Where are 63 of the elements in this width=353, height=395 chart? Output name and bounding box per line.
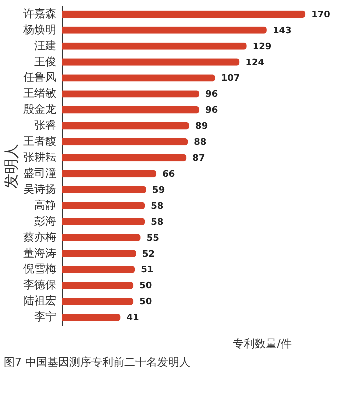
data-label: 51: [141, 266, 154, 276]
y-tick-label: 蔡亦梅: [24, 230, 56, 244]
y-tick-label: 殷金龙: [24, 103, 56, 116]
y-tick-label: 王者馥: [24, 135, 56, 148]
y-tick-label: 任鲁风: [22, 71, 56, 84]
data-label: 88: [194, 138, 207, 148]
y-tick-label: 董海涛: [24, 246, 56, 260]
y-tick-label: 盛司潼: [24, 166, 56, 180]
data-label: 107: [221, 74, 240, 84]
data-label: 50: [140, 282, 152, 292]
data-label: 58: [151, 218, 164, 228]
bar: [62, 202, 146, 210]
data-label: 129: [252, 42, 272, 52]
data-label: 59: [152, 186, 166, 196]
y-tick-label: 王俊: [34, 55, 56, 68]
bar: [62, 282, 134, 290]
y-axis-title: 发明人: [2, 144, 20, 189]
y-tick-label: 倪雪梅: [24, 262, 56, 276]
bar: [62, 122, 190, 130]
y-tick-label: 许嘉森: [24, 7, 56, 20]
bar: [62, 154, 187, 162]
data-label: 89: [196, 122, 208, 132]
y-tick-label: 吴诗扬: [24, 182, 56, 196]
data-label: 41: [126, 314, 140, 324]
bar: [62, 234, 141, 242]
bar: [62, 298, 134, 306]
bar: [62, 58, 240, 66]
bar: [62, 186, 147, 194]
data-label: 52: [142, 250, 156, 260]
data-label: 50: [140, 298, 152, 308]
bar: [62, 314, 121, 322]
y-tick-label: 王绪敏: [24, 87, 56, 100]
bar: [62, 106, 200, 114]
y-tick-label: 高静: [34, 198, 56, 212]
bar: [62, 266, 136, 274]
text: 图7 中国基因测序专利前二十名发明人: [4, 356, 190, 369]
y-tick-label: 杨焕明: [22, 23, 56, 36]
y-tick-label: 张耕耘: [24, 151, 56, 164]
bar: [62, 218, 146, 226]
bar: [62, 250, 137, 258]
x-axis-title: 专利数量/件: [233, 338, 292, 350]
data-label: 143: [272, 26, 292, 36]
bar: [62, 26, 267, 34]
y-tick-label: 张睿: [34, 119, 56, 132]
y-tick-label: 汪建: [34, 39, 56, 52]
data-label: 58: [151, 202, 164, 212]
y-tick-label: 彭海: [34, 214, 56, 228]
bar: [62, 42, 247, 50]
y-tick-label: 李宁: [34, 310, 56, 324]
data-label: 96: [206, 106, 218, 116]
data-label: 87: [192, 154, 206, 164]
data-label: 96: [206, 90, 218, 100]
y-tick-label: 陆祖宏: [24, 294, 56, 308]
data-label: 55: [146, 234, 160, 244]
bar: [62, 138, 188, 146]
y-tick-label: 李德保: [24, 278, 56, 292]
bar: [62, 170, 157, 178]
bar: [62, 10, 306, 18]
data-label: 66: [162, 170, 176, 180]
bar: [62, 74, 216, 82]
data-label: 124: [246, 58, 265, 68]
data-label: 170: [312, 10, 330, 20]
bar: [62, 90, 200, 98]
